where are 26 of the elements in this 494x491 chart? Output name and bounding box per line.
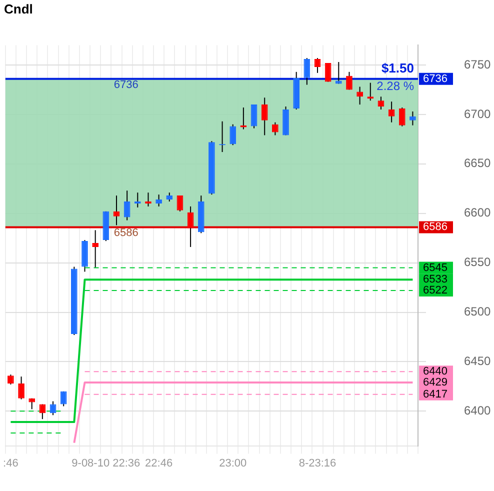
- text: Cndl: [4, 2, 33, 17]
- data-label: 6417: [423, 388, 448, 400]
- y-tick-label: 6450: [464, 354, 492, 368]
- data-label: 6522: [423, 284, 448, 297]
- y-tick-label: 6650: [464, 156, 492, 170]
- ref-line-label: 6586: [423, 221, 448, 234]
- data-label: 6545: [423, 262, 448, 274]
- y-tick-label: 6500: [464, 304, 492, 319]
- x-tick-label: 23:00: [219, 457, 247, 470]
- annotation: 6736: [114, 78, 138, 91]
- annotation: 2.28 %: [376, 79, 414, 94]
- x-tick-label: 22:46: [145, 457, 173, 470]
- y-tick-label: 6750: [464, 57, 492, 72]
- data-label: 6440: [423, 366, 448, 378]
- annotation: 6586: [114, 227, 138, 240]
- y-tick-label: 6700: [464, 106, 492, 121]
- x-tick-label: 9-08-10 22:36: [72, 457, 140, 470]
- x-tick-label: :46: [3, 457, 18, 470]
- ref-line-label: 6736: [423, 72, 448, 85]
- data-label: 6429: [423, 376, 448, 389]
- x-tick-label: 8-23:16: [298, 457, 336, 470]
- data-label: 6533: [423, 274, 448, 286]
- annotation: $1.50: [381, 60, 414, 76]
- y-tick-label: 6600: [464, 206, 492, 220]
- y-tick-label: 6550: [464, 255, 492, 270]
- y-tick-label: 6400: [464, 403, 492, 418]
